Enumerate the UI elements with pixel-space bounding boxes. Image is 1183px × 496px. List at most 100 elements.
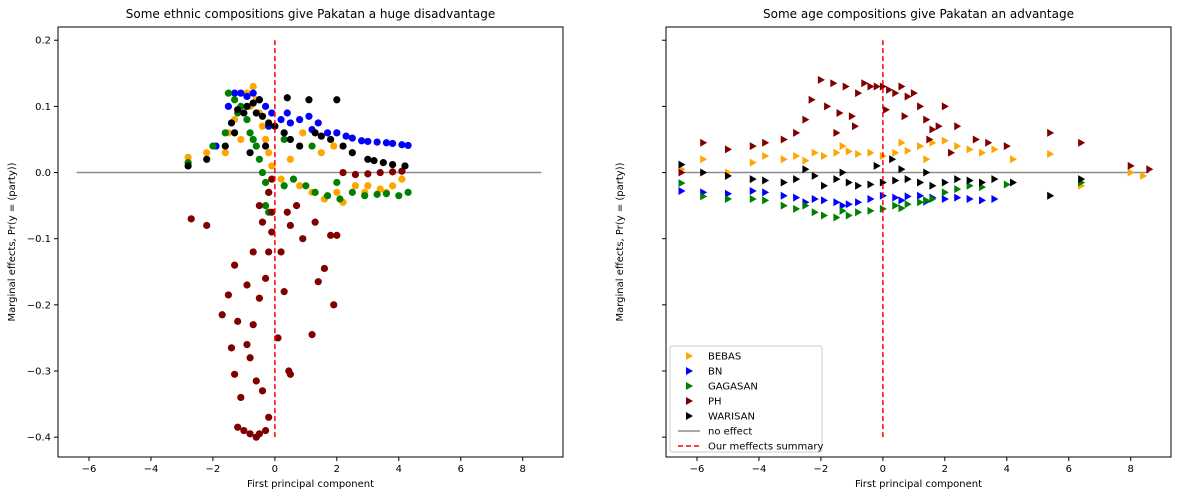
scatter-point: [314, 119, 322, 127]
scatter-point: [845, 211, 853, 220]
scatter-point: [398, 141, 406, 149]
scatter-point: [255, 155, 263, 163]
scatter-point: [389, 168, 397, 176]
scatter-point: [364, 170, 372, 178]
scatter-point: [398, 167, 406, 175]
scatter-point: [373, 190, 381, 198]
scatter-point: [678, 187, 686, 196]
scatter-point: [700, 192, 708, 201]
scatter-point: [404, 141, 412, 150]
scatter-point: [873, 161, 881, 170]
scatter-point: [898, 138, 906, 147]
scatter-point: [277, 175, 285, 183]
scatter-point: [246, 129, 254, 137]
legend-marker: [686, 412, 693, 420]
scatter-point: [376, 185, 384, 193]
scatter-point: [749, 142, 757, 151]
scatter-point: [237, 135, 245, 144]
scatter-point: [286, 135, 294, 144]
scatter-point: [833, 213, 841, 222]
scatter-point: [904, 146, 912, 155]
chart-panel-1: Some ethnic compositions give Pakatan a …: [7, 7, 564, 490]
scatter-point: [793, 152, 801, 160]
scatter-point: [246, 149, 254, 157]
scatter-point: [333, 188, 341, 196]
x-tick-label: −4: [144, 464, 159, 475]
scatter-point: [879, 178, 887, 187]
scatter-point: [252, 109, 260, 117]
scatter-point: [802, 156, 810, 165]
x-tick-label: 8: [1128, 464, 1134, 475]
x-tick-label: 8: [520, 464, 526, 475]
scatter-point: [286, 119, 294, 127]
scatter-point: [249, 99, 257, 107]
scatter-point: [793, 204, 801, 213]
scatter-point: [237, 89, 245, 97]
scatter-point: [224, 102, 232, 110]
scatter-point: [855, 181, 863, 190]
scatter-point: [234, 423, 242, 431]
scatter-point: [373, 138, 381, 146]
scatter-point: [323, 192, 332, 200]
plot-frame: [57, 26, 564, 458]
series-ph: [678, 75, 1154, 177]
scatter-point: [221, 129, 229, 137]
scatter-point: [376, 168, 384, 177]
scatter-point: [258, 387, 267, 395]
scatter-point: [762, 196, 770, 205]
scatter-point: [243, 116, 251, 124]
x-tick-label: 4: [396, 464, 402, 475]
scatter-point: [265, 248, 273, 256]
scatter-point: [299, 129, 307, 137]
scatter-point: [280, 135, 288, 144]
scatter-point: [230, 96, 239, 104]
scatter-point: [793, 175, 801, 184]
legend-label: GAGASAN: [708, 382, 758, 393]
scatter-point: [401, 162, 409, 170]
scatter-point: [243, 92, 251, 101]
scatter-point: [249, 248, 257, 256]
scatter-point: [678, 168, 686, 177]
scatter-point: [280, 182, 288, 190]
legend-label: BN: [708, 367, 722, 378]
scatter-point: [237, 393, 245, 402]
scatter-point: [780, 135, 788, 144]
legend-label: WARISAN: [708, 412, 755, 423]
scatter-point: [311, 129, 319, 137]
scatter-point: [749, 175, 757, 184]
scatter-point: [283, 208, 291, 216]
series-bn: [212, 89, 412, 150]
scatter-point: [941, 136, 949, 145]
scatter-point: [224, 89, 232, 97]
scatter-point: [249, 82, 257, 91]
scatter-point: [330, 142, 338, 150]
scatter-point: [240, 426, 248, 435]
scatter-point: [351, 170, 360, 179]
scatter-point: [917, 102, 925, 111]
scatter-point: [929, 125, 937, 134]
scatter-point: [286, 370, 294, 378]
scatter-point: [230, 370, 239, 378]
scatter-point: [1078, 138, 1086, 147]
legend-label: PH: [708, 397, 722, 408]
scatter-point: [724, 189, 732, 198]
scatter-point: [991, 195, 999, 203]
scatter-point: [249, 135, 257, 144]
scatter-point: [227, 344, 236, 352]
scatter-point: [762, 176, 770, 185]
legend-box: [669, 345, 823, 453]
scatter-point: [336, 195, 344, 203]
scatter-point: [941, 178, 949, 187]
series-warisan: [678, 155, 1086, 200]
scatter-point: [802, 201, 810, 210]
scatter-point: [948, 148, 956, 157]
scatter-point: [836, 109, 844, 117]
scatter-point: [296, 116, 304, 124]
scatter-point: [289, 175, 298, 183]
scatter-point: [184, 153, 192, 161]
scatter-point: [793, 128, 801, 137]
scatter-point: [845, 147, 853, 156]
scatter-point: [1009, 155, 1017, 164]
scatter-point: [187, 215, 195, 223]
